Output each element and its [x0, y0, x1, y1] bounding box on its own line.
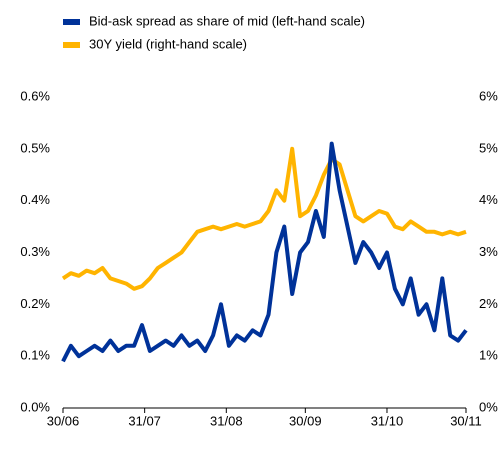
- y2-tick-label: 6%: [479, 88, 498, 103]
- y-tick-label: 0.4%: [20, 192, 50, 207]
- legend-label: 30Y yield (right-hand scale): [89, 36, 247, 51]
- y-tick-label: 0.2%: [20, 296, 50, 311]
- y-tick-label: 0.6%: [20, 88, 50, 103]
- x-tick-label: 30/06: [47, 413, 80, 428]
- legend-label: Bid-ask spread as share of mid (left-han…: [89, 13, 365, 28]
- x-tick-label: 31/08: [210, 413, 243, 428]
- y2-tick-label: 0%: [479, 399, 498, 414]
- x-tick-label: 30/09: [289, 413, 322, 428]
- y-tick-label: 0.3%: [20, 244, 50, 259]
- x-tick-label: 31/10: [371, 413, 404, 428]
- y-tick-label: 0.0%: [20, 399, 50, 414]
- y2-tick-label: 2%: [479, 296, 498, 311]
- y2-tick-label: 4%: [479, 192, 498, 207]
- y-tick-label: 0.1%: [20, 348, 50, 363]
- x-tick-label: 30/11: [450, 413, 482, 428]
- series-line: [61, 146, 467, 291]
- y2-tick-label: 5%: [479, 140, 498, 155]
- x-tick-label: 31/07: [128, 413, 161, 428]
- y2-tick-label: 3%: [479, 244, 498, 259]
- y2-tick-label: 1%: [479, 348, 498, 363]
- series-line: [61, 141, 468, 363]
- y-tick-label: 0.5%: [20, 140, 50, 155]
